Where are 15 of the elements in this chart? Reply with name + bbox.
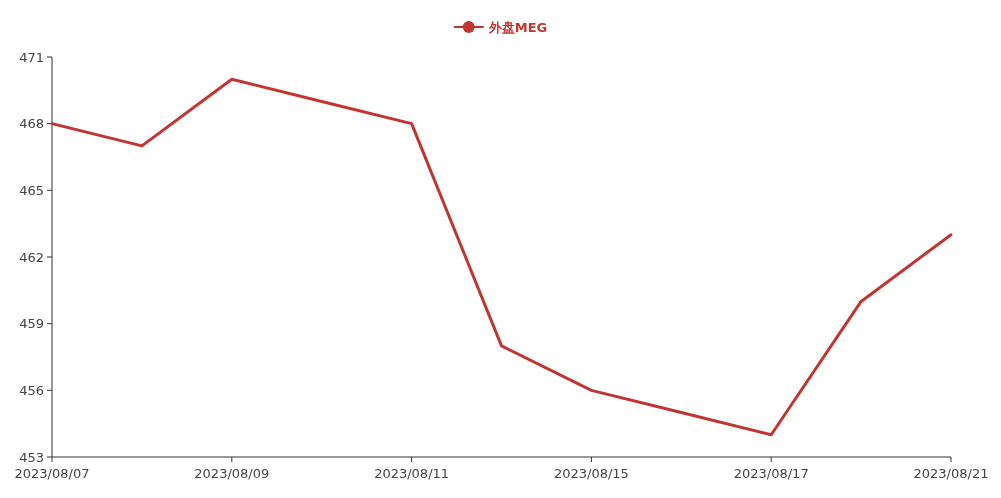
y-tick-label: 456 bbox=[19, 382, 44, 398]
x-tick-label: 2023/08/09 bbox=[194, 466, 270, 481]
y-tick-label: 453 bbox=[19, 449, 44, 465]
x-tick-label: 2023/08/11 bbox=[374, 466, 450, 481]
y-tick-label: 465 bbox=[19, 182, 44, 198]
legend: 外盘MEG bbox=[452, 20, 548, 35]
x-tick-label: 2023/08/07 bbox=[14, 466, 90, 481]
y-tick-label: 468 bbox=[19, 116, 44, 132]
x-tick-label: 2023/08/17 bbox=[733, 466, 809, 481]
x-tick-label: 2023/08/21 bbox=[913, 466, 989, 481]
y-tick-label: 471 bbox=[19, 49, 44, 65]
y-tick-label: 459 bbox=[19, 316, 44, 332]
y-tick-label: 462 bbox=[19, 249, 44, 265]
x-tick-label: 2023/08/15 bbox=[553, 466, 629, 481]
legend-label: 外盘MEG bbox=[487, 20, 548, 35]
